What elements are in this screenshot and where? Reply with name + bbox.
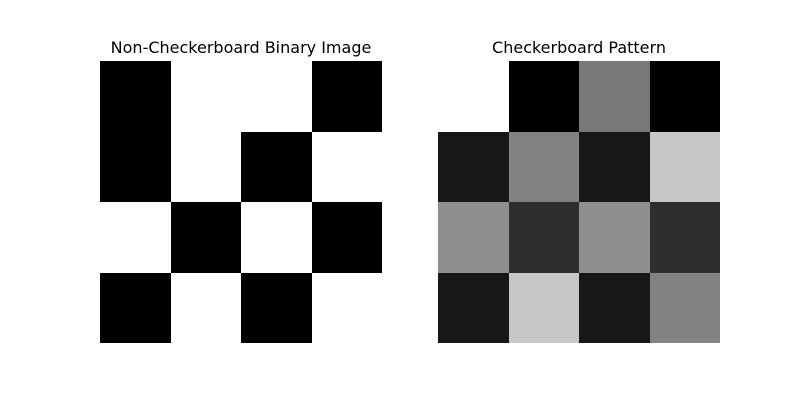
left-cell-r2-c3: [312, 202, 382, 273]
left-cell-r0-c2: [241, 61, 312, 132]
left-cell-r0-c3: [312, 61, 382, 132]
right-cell-r0-c0: [438, 61, 509, 132]
right-cell-r3-c3: [650, 273, 720, 343]
right-cell-r3-c0: [438, 273, 509, 343]
left-cell-r2-c1: [171, 202, 241, 273]
left-cell-r3-c1: [171, 273, 241, 343]
panel-left: Non-Checkerboard Binary Image: [100, 38, 382, 343]
right-cell-r0-c1: [509, 61, 579, 132]
left-cell-r1-c2: [241, 132, 312, 202]
left-cell-r3-c3: [312, 273, 382, 343]
left-cell-r0-c1: [171, 61, 241, 132]
right-cell-r3-c2: [579, 273, 650, 343]
right-cell-r2-c2: [579, 202, 650, 273]
right-cell-r0-c2: [579, 61, 650, 132]
right-cell-r1-c0: [438, 132, 509, 202]
left-cell-r1-c3: [312, 132, 382, 202]
left-cell-r2-c0: [100, 202, 171, 273]
panel-right: Checkerboard Pattern: [438, 38, 720, 343]
left-cell-r3-c0: [100, 273, 171, 343]
left-cell-r3-c2: [241, 273, 312, 343]
left-cell-r2-c2: [241, 202, 312, 273]
right-cell-r2-c1: [509, 202, 579, 273]
right-image-grid: [438, 61, 720, 343]
right-cell-r3-c1: [509, 273, 579, 343]
right-cell-r2-c3: [650, 202, 720, 273]
right-cell-r1-c2: [579, 132, 650, 202]
left-cell-r1-c1: [171, 132, 241, 202]
right-cell-r2-c0: [438, 202, 509, 273]
right-cell-r0-c3: [650, 61, 720, 132]
left-cell-r1-c0: [100, 132, 171, 202]
right-panel-title: Checkerboard Pattern: [492, 38, 666, 57]
left-panel-title: Non-Checkerboard Binary Image: [111, 38, 372, 57]
right-cell-r1-c3: [650, 132, 720, 202]
left-cell-r0-c0: [100, 61, 171, 132]
right-cell-r1-c1: [509, 132, 579, 202]
left-image-grid: [100, 61, 382, 343]
